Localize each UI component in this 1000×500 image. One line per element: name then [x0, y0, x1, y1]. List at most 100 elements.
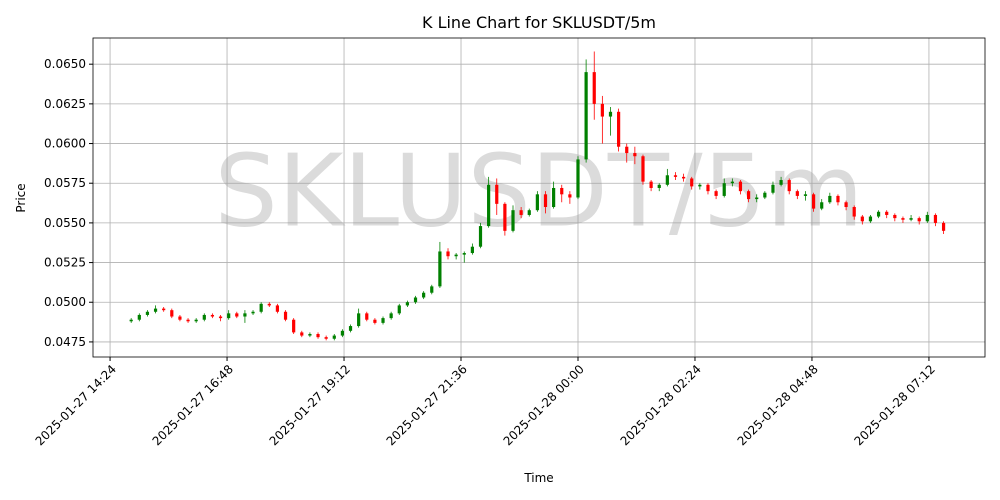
- candle-body: [885, 211, 889, 215]
- candle-body: [487, 184, 491, 227]
- candle-body: [682, 176, 686, 179]
- candle-body: [389, 313, 393, 319]
- candle-body: [787, 180, 791, 192]
- candle-body: [405, 302, 409, 306]
- y-tick-label: 0.0575: [44, 176, 86, 190]
- candle-body: [803, 194, 808, 196]
- candle-body: [576, 159, 580, 198]
- candles: [129, 51, 946, 341]
- candle-body: [430, 286, 434, 293]
- candle-body: [568, 194, 572, 198]
- candle-body: [397, 305, 401, 314]
- candle-body: [917, 218, 921, 222]
- candle-body: [153, 308, 158, 312]
- candle-body: [706, 184, 710, 192]
- y-tick-label: 0.0550: [44, 216, 86, 230]
- candle-body: [925, 214, 929, 222]
- candle-body: [227, 313, 231, 319]
- candle-body: [608, 111, 613, 117]
- candle-body: [617, 111, 621, 147]
- candle-body: [275, 305, 280, 312]
- candle-body: [446, 251, 450, 257]
- candle-body: [202, 314, 206, 320]
- candle-body: [267, 303, 271, 306]
- candle-body: [422, 292, 426, 298]
- candle-body: [373, 319, 377, 323]
- candle-body: [381, 318, 385, 323]
- candle-body: [462, 253, 466, 255]
- candle-body: [584, 72, 588, 160]
- candle-body: [519, 210, 523, 215]
- candle-body: [413, 297, 418, 303]
- candle-body: [438, 251, 442, 287]
- candle-body: [340, 330, 345, 336]
- candle-body: [495, 184, 499, 204]
- candle-body: [348, 326, 353, 331]
- y-axis-label: Price: [14, 183, 28, 212]
- candle-body: [454, 254, 458, 257]
- candle-body: [186, 319, 190, 322]
- candle-body: [324, 337, 328, 339]
- y-tick-label: 0.0600: [44, 137, 86, 151]
- candle-body: [876, 211, 881, 217]
- x-axis-label: Time: [523, 471, 553, 485]
- candle-body: [673, 175, 678, 177]
- candle-body: [771, 184, 775, 193]
- candle-body: [795, 191, 799, 196]
- candle-body: [145, 311, 150, 315]
- candle-body: [714, 191, 718, 196]
- candle-body: [283, 311, 288, 320]
- y-tick-label: 0.0500: [44, 295, 86, 309]
- candle-body: [243, 313, 247, 317]
- candle-body: [210, 314, 215, 317]
- candle-body: [129, 319, 133, 322]
- candle-body: [511, 210, 515, 231]
- candle-body: [722, 183, 726, 196]
- candle-body: [332, 335, 336, 339]
- candle-body: [657, 184, 661, 188]
- candle-body: [478, 226, 483, 247]
- candle-body: [300, 332, 304, 336]
- candle-body: [933, 214, 938, 223]
- y-tick-label: 0.0625: [44, 97, 86, 111]
- candle-body: [527, 210, 531, 215]
- candle-body: [535, 194, 539, 211]
- candle-body: [633, 153, 637, 157]
- candle-body: [560, 187, 564, 195]
- candle-body: [292, 319, 296, 333]
- candle-body: [738, 181, 743, 192]
- candle-body: [235, 313, 239, 317]
- candle-body: [178, 316, 182, 320]
- candle-body: [357, 313, 361, 327]
- candle-body: [909, 218, 913, 220]
- candle-body: [860, 216, 864, 222]
- candle-body: [552, 187, 556, 208]
- candle-body: [259, 303, 263, 312]
- candle-body: [730, 181, 734, 184]
- candle-body: [941, 222, 946, 231]
- candle-body: [251, 311, 255, 314]
- candle-body: [543, 194, 548, 208]
- candle-body: [308, 333, 312, 336]
- candle-body: [365, 313, 369, 320]
- candle-body: [503, 203, 507, 231]
- candle-body: [779, 180, 783, 185]
- candle-body: [763, 192, 767, 198]
- candle-body: [746, 191, 751, 200]
- candle-body: [600, 103, 604, 117]
- candle-body: [844, 202, 848, 208]
- candle-body: [852, 207, 856, 217]
- candle-body: [170, 310, 174, 317]
- candle-body: [828, 195, 832, 203]
- axes-frame: [92, 37, 986, 358]
- candle-body: [836, 195, 840, 203]
- candle-body: [592, 72, 596, 104]
- candle-body: [194, 319, 198, 322]
- candle-body: [690, 178, 694, 187]
- candle-body: [641, 156, 645, 182]
- candle-body: [901, 218, 905, 220]
- candle-body: [316, 333, 320, 338]
- candle-body: [470, 246, 474, 254]
- candle-body: [625, 146, 629, 154]
